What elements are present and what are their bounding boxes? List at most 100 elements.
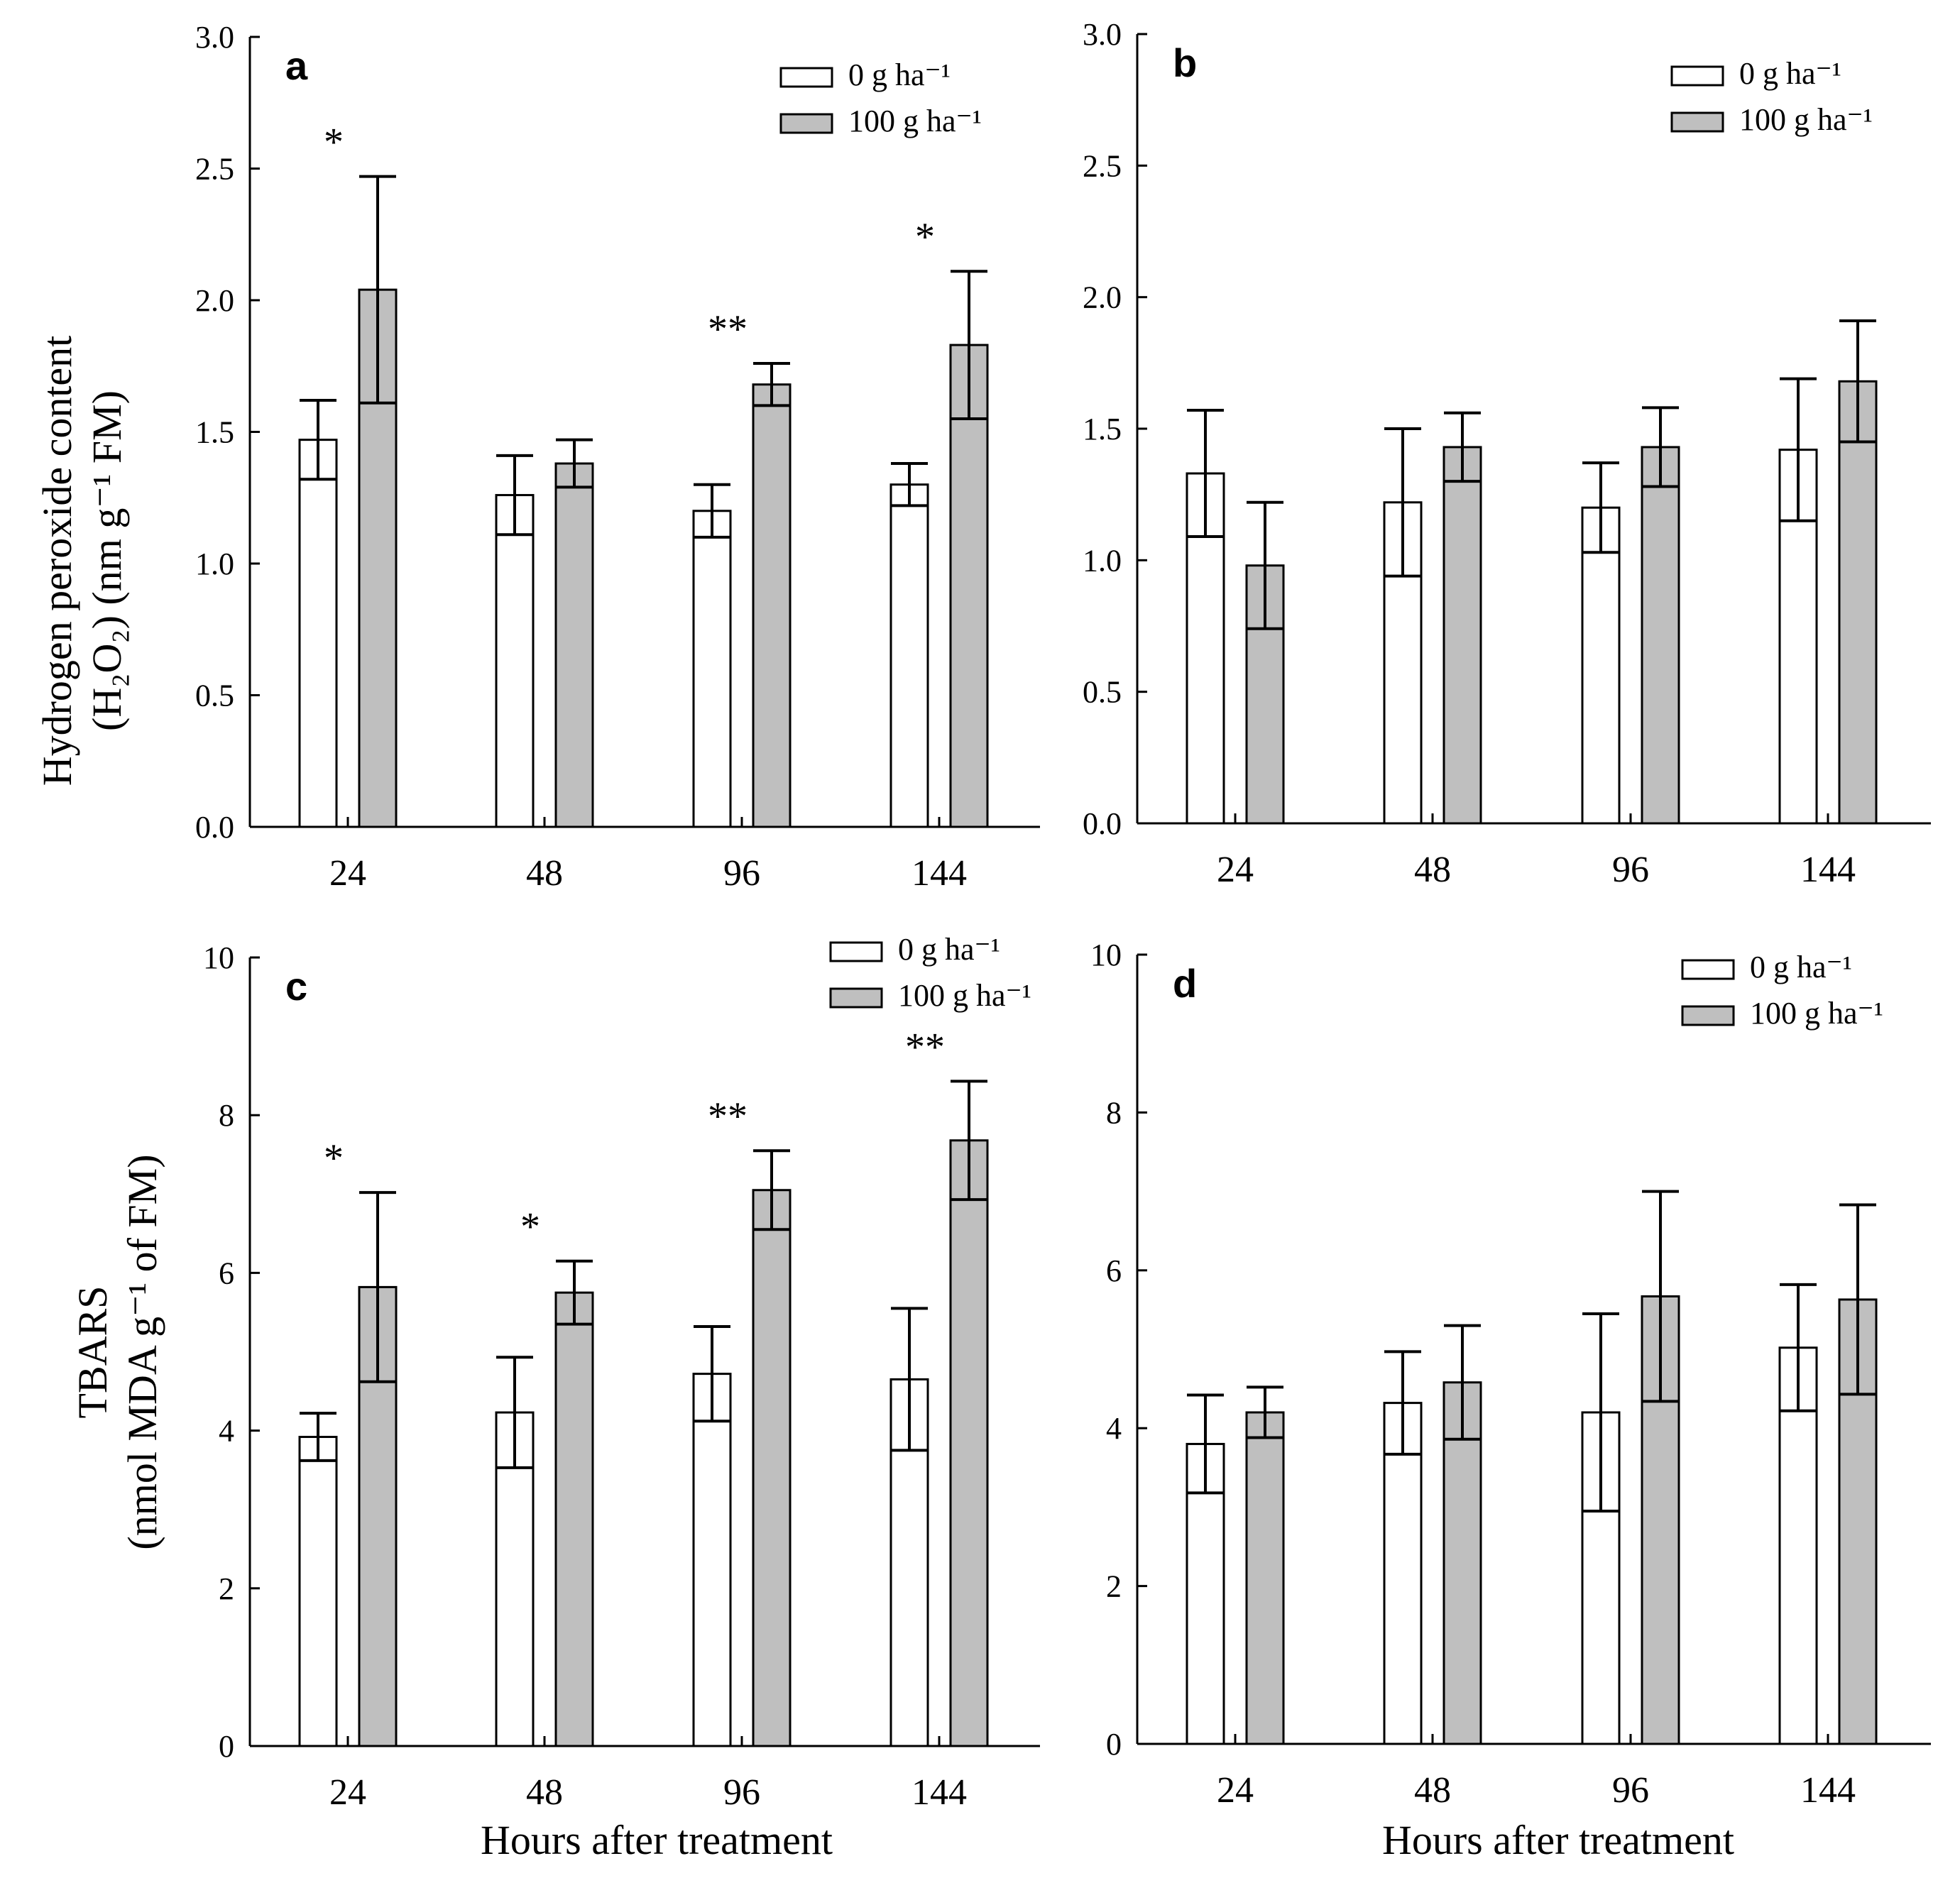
- y-tick-label: 1.5: [1083, 412, 1122, 446]
- bar-control: [298, 1435, 338, 1747]
- legend-swatch: [1670, 65, 1724, 87]
- y-tick-label: 1.0: [1083, 543, 1122, 578]
- legend-label: 0 g ha⁻¹: [848, 57, 951, 92]
- significance-marker: **: [708, 307, 748, 351]
- y-tick-label: 10: [1090, 938, 1122, 972]
- bar-treated: [1245, 1411, 1285, 1745]
- y-tick-label: 2.5: [1083, 148, 1122, 183]
- y-tick-label: 1.0: [195, 547, 234, 581]
- legend-swatch: [779, 113, 833, 134]
- bar-control: [692, 510, 732, 828]
- bar-control: [1581, 506, 1621, 825]
- bar-control: [692, 1373, 732, 1747]
- y-tick-label: 8: [219, 1098, 234, 1133]
- significance-marker: *: [324, 1136, 344, 1180]
- bar-treated: [1442, 1381, 1482, 1745]
- x-tick-label: 24: [329, 1772, 366, 1813]
- panel-b-chart: 0.0 0.5 1.0 1.5 2.0 2.5 3.0 24 48 96 144 b 0 g ha⁻¹ 1…: [1083, 17, 1931, 890]
- bar-control: [495, 494, 535, 828]
- y-tick-label: 0: [219, 1729, 234, 1764]
- panel-letter: a: [285, 43, 308, 88]
- x-tick-label: 96: [1612, 850, 1649, 890]
- x-tick-label: 24: [329, 853, 366, 894]
- significance-marker: *: [520, 1205, 540, 1249]
- x-tick-label: 24: [1217, 850, 1254, 890]
- bar-treated: [752, 383, 792, 828]
- bar-treated: [1442, 446, 1482, 825]
- legend-swatch: [1681, 1005, 1735, 1026]
- y-tick-label: 6: [1106, 1253, 1122, 1288]
- x-tick-label: 144: [1800, 1770, 1856, 1811]
- legend-label: 0 g ha⁻¹: [898, 932, 1000, 967]
- bar-treated: [752, 1189, 792, 1747]
- y-tick-label: 8: [1106, 1095, 1122, 1130]
- legend-swatch: [1670, 111, 1724, 133]
- legend-label: 100 g ha⁻¹: [848, 104, 982, 138]
- x-tick-label: 48: [1414, 1770, 1451, 1811]
- y-tick-label: 6: [219, 1256, 234, 1290]
- y-axis-title-bottom: TBARS (nmol MDA g⁻¹ of FM): [70, 1154, 165, 1549]
- y-tick-label: 0.0: [1083, 806, 1122, 841]
- x-tick-label: 48: [526, 1772, 563, 1813]
- legend-swatch: [779, 67, 833, 88]
- significance-marker: **: [905, 1025, 945, 1069]
- panel-letter: d: [1173, 961, 1197, 1006]
- panel-letter: c: [285, 964, 307, 1009]
- y-tick-label: 2.0: [195, 283, 234, 318]
- bar-treated: [949, 1139, 989, 1747]
- x-tick-label: 96: [723, 853, 760, 894]
- significance-marker: *: [324, 121, 344, 165]
- y-tick-label: 2: [219, 1571, 234, 1606]
- x-tick-label: 96: [1612, 1770, 1649, 1811]
- bar-treated: [554, 462, 594, 828]
- significance-marker: **: [708, 1094, 748, 1138]
- x-axis-title-right: Hours after treatment: [1382, 1817, 1734, 1863]
- y-tick-label: 4: [219, 1414, 234, 1449]
- legend-label: 0 g ha⁻¹: [1750, 950, 1852, 984]
- y-tick-label: 1.5: [195, 415, 234, 450]
- bar-treated: [554, 1291, 594, 1747]
- bar-treated: [1641, 446, 1680, 825]
- significance-marker: *: [915, 215, 935, 259]
- bar-treated: [1838, 380, 1878, 825]
- legend-label: 0 g ha⁻¹: [1739, 56, 1841, 91]
- bar-control: [1581, 1411, 1621, 1745]
- x-tick-label: 144: [911, 853, 967, 894]
- y-tick-label: 4: [1106, 1411, 1122, 1446]
- y-axis-title-top: Hydrogen peroxide content (H₂O₂) (nm g⁻¹…: [34, 336, 130, 786]
- legend-label: 100 g ha⁻¹: [898, 978, 1031, 1013]
- x-axis-title-left: Hours after treatment: [481, 1817, 833, 1863]
- y-axis-title-bottom-line1: TBARS: [70, 1286, 116, 1419]
- y-tick-label: 2: [1106, 1569, 1122, 1604]
- y-tick-label: 0.0: [195, 810, 234, 845]
- panel-a-chart: 0.00.51.01.52.02.53.024 48 96 144****a 0 g h…: [195, 20, 1040, 894]
- panel-letter: b: [1173, 40, 1197, 85]
- y-tick-label: 0: [1106, 1727, 1122, 1762]
- y-tick-label: 0.5: [195, 679, 234, 713]
- x-tick-label: 144: [911, 1772, 967, 1813]
- bar-control: [1778, 1346, 1818, 1745]
- y-axis-title-top-line1: Hydrogen peroxide content: [34, 336, 80, 786]
- x-tick-label: 144: [1800, 850, 1856, 890]
- bar-control: [298, 439, 338, 828]
- legend-swatch: [829, 987, 883, 1009]
- bar-control: [1383, 1402, 1423, 1745]
- y-tick-label: 3.0: [1083, 17, 1122, 52]
- bar-treated: [949, 344, 989, 828]
- legend-swatch: [1681, 959, 1735, 980]
- x-tick-label: 24: [1217, 1770, 1254, 1811]
- legend-label: 100 g ha⁻¹: [1739, 102, 1873, 137]
- y-tick-label: 3.0: [195, 20, 234, 55]
- y-tick-label: 2.0: [1083, 280, 1122, 315]
- bar-control: [889, 483, 929, 828]
- y-tick-label: 10: [203, 940, 234, 975]
- y-tick-label: 2.5: [195, 152, 234, 187]
- legend-label: 100 g ha⁻¹: [1750, 996, 1883, 1031]
- y-tick-label: 0.5: [1083, 675, 1122, 710]
- legend-swatch: [829, 941, 883, 962]
- x-tick-label: 48: [526, 853, 563, 894]
- x-tick-label: 96: [723, 1772, 760, 1813]
